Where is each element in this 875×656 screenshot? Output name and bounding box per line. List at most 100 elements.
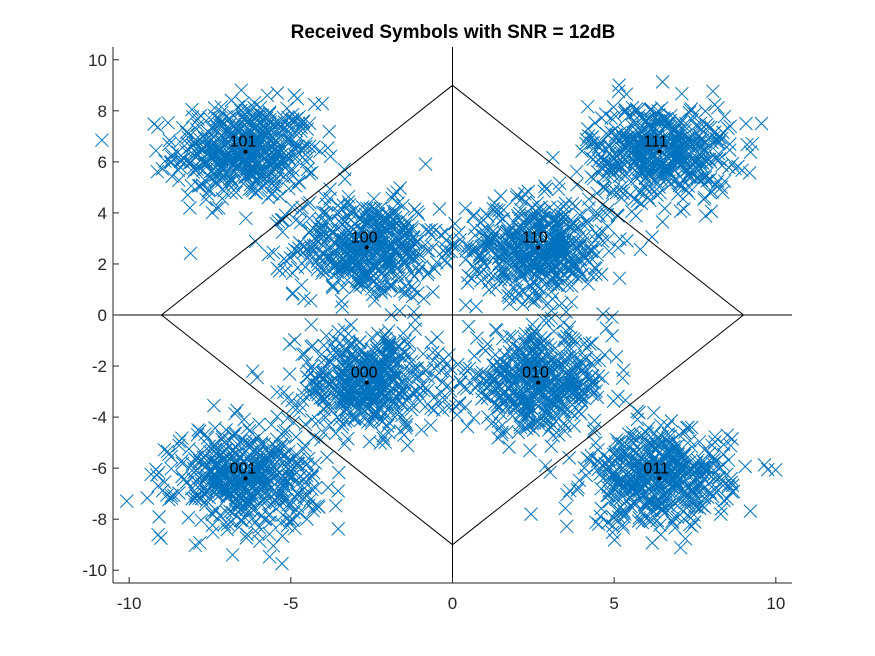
received-symbol-marker [381,425,396,440]
received-symbol-marker [605,150,620,165]
received-symbol-marker [513,342,528,357]
received-symbol-marker [336,258,351,272]
received-symbol-marker [692,134,707,149]
received-symbol-marker [502,440,516,454]
received-symbol-marker [656,463,670,478]
received-symbol-marker [525,238,539,252]
received-symbol-marker [723,438,738,453]
received-symbol-marker [619,87,634,102]
received-symbol-marker [700,174,714,188]
received-symbol-marker [227,483,241,498]
symbol-cluster-110 [416,176,659,325]
received-symbol-marker [475,384,490,399]
received-symbol-marker [300,512,314,526]
received-symbol-marker [580,341,594,355]
received-symbol-marker [365,281,379,296]
received-symbol-marker [540,402,554,416]
received-symbol-marker [198,157,212,172]
received-symbol-marker [537,210,551,225]
received-symbol-marker [548,260,563,275]
received-symbol-marker [271,165,286,180]
received-symbol-marker [280,518,295,533]
received-symbol-marker [224,185,239,200]
received-symbol-marker [606,447,621,462]
received-symbol-marker [188,538,203,553]
received-symbol-marker [632,510,647,525]
received-symbol-marker [516,255,531,270]
received-symbol-marker [245,444,260,459]
received-symbol-marker [385,191,399,206]
received-symbol-marker [467,349,482,363]
received-symbol-marker [408,237,422,252]
received-symbol-marker [434,385,449,400]
received-symbol-marker [290,91,305,106]
received-symbol-marker [372,386,387,400]
received-symbol-marker [243,167,258,182]
received-symbol-marker [375,236,390,251]
received-symbol-marker [262,527,277,542]
received-symbol-marker [240,156,255,171]
received-symbol-marker [260,478,275,492]
received-symbol-marker [576,217,590,232]
received-symbol-marker [203,138,217,153]
received-symbol-marker [202,490,217,505]
received-symbol-marker [672,492,687,507]
received-symbol-marker [582,453,597,467]
received-symbol-marker [281,454,296,468]
received-symbol-marker [645,230,659,244]
received-symbol-marker [337,367,352,382]
received-symbol-marker [619,166,633,181]
received-symbol-marker [644,122,659,136]
received-symbol-marker [602,244,616,259]
received-symbol-marker [611,475,625,490]
received-symbol-marker [650,496,664,511]
received-symbol-marker [285,393,299,408]
received-symbol-marker [382,209,397,224]
received-symbol-marker [466,259,480,273]
received-symbol-marker [532,224,547,239]
received-symbol-marker [702,152,717,167]
received-symbol-marker [239,137,254,151]
received-symbol-marker [280,411,295,426]
received-symbol-marker [199,192,213,207]
received-symbol-marker [502,329,517,344]
received-symbol-marker [635,165,649,180]
received-symbol-marker [304,317,319,332]
received-symbol-marker [698,104,713,118]
received-symbol-marker [617,509,631,524]
received-symbol-marker [592,208,606,223]
received-symbol-marker [381,264,396,278]
received-symbol-marker [384,255,398,270]
received-symbol-marker [352,374,367,388]
received-symbol-marker [362,434,377,449]
received-symbol-marker [295,347,310,362]
received-symbol-marker [381,335,395,349]
received-symbol-marker [243,177,258,192]
received-symbol-marker [288,151,302,166]
received-symbol-marker [194,513,209,528]
received-symbol-marker [668,477,683,492]
received-symbol-marker [409,260,424,275]
received-symbol-marker [425,240,440,255]
received-symbol-marker [624,140,638,154]
received-symbol-marker [300,251,315,266]
received-symbol-marker [580,253,595,268]
received-symbol-marker [254,449,269,464]
received-symbol-marker [263,515,278,529]
received-symbol-marker [397,284,412,299]
received-symbol-marker [190,427,205,442]
received-symbol-marker [398,334,412,348]
received-symbol-marker [683,464,698,478]
received-symbol-marker [495,425,509,440]
received-symbol-marker [678,116,693,131]
received-symbol-marker [356,260,371,274]
received-symbol-marker [551,428,566,442]
received-symbol-marker [686,487,701,501]
received-symbol-marker [721,453,736,468]
received-symbol-marker [609,127,624,142]
received-symbol-marker [149,143,163,158]
received-symbol-marker [331,207,345,222]
received-symbol-marker [742,166,757,180]
received-symbol-marker [392,348,407,363]
received-symbol-marker [242,182,257,197]
